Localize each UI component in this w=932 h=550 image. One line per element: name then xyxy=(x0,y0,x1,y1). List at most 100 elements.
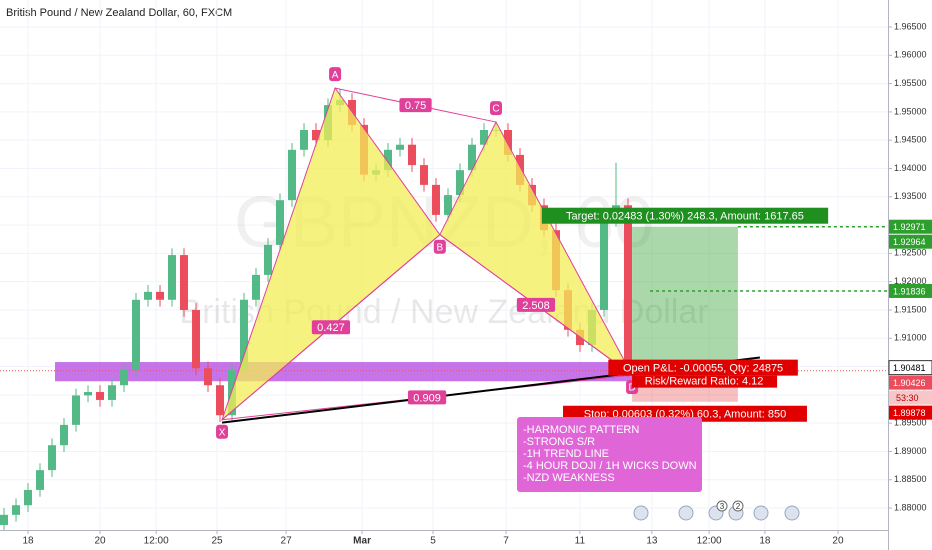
price-badge-label: 1.90426 xyxy=(893,378,926,388)
price-badge xyxy=(889,219,932,234)
point-box xyxy=(216,424,229,439)
y-tick-label: 1.88500 xyxy=(894,474,927,484)
candle-body xyxy=(168,255,177,300)
point-label: X xyxy=(219,427,226,438)
candle-body xyxy=(456,170,465,196)
event-badge-label: 3 xyxy=(720,502,725,511)
candle-body xyxy=(179,255,188,310)
profit-zone xyxy=(632,226,738,368)
point-box xyxy=(490,101,503,116)
y-tick-label: 1.88000 xyxy=(894,502,927,512)
price-badge-label: 1.89878 xyxy=(893,408,926,418)
candle-body xyxy=(431,184,440,215)
note-box xyxy=(517,417,702,492)
x-tick-label: 12:00 xyxy=(144,536,169,547)
candle-body xyxy=(599,219,608,310)
event-badge-label: 2 xyxy=(736,502,741,511)
ratio-box xyxy=(516,297,556,312)
x-tick-label: 20 xyxy=(832,536,844,547)
ratio-label: 0.427 xyxy=(317,322,345,334)
candle-body xyxy=(0,514,8,526)
ratio-box xyxy=(399,98,432,113)
candle-body xyxy=(96,392,105,400)
x-tick-label: 13 xyxy=(646,536,658,547)
y-tick-label: 1.92000 xyxy=(894,276,927,286)
point-box xyxy=(329,67,342,82)
x-tick-label: 27 xyxy=(281,536,293,547)
event-icon xyxy=(753,505,769,521)
candle-body xyxy=(192,309,201,369)
x-tick-label: 5 xyxy=(430,536,436,547)
price-badge-label: 1.90481 xyxy=(893,363,926,373)
ratio-label: 2.508 xyxy=(522,300,550,312)
ratio-box xyxy=(311,320,351,335)
candle-body xyxy=(132,299,141,370)
ratio-box xyxy=(407,390,447,405)
x-tick-label: 12:00 xyxy=(697,536,722,547)
point-label: C xyxy=(492,104,499,115)
price-badge-label: 1.92964 xyxy=(893,237,926,247)
y-tick-label: 1.94000 xyxy=(894,163,927,173)
position-label-box xyxy=(541,207,829,224)
event-badge xyxy=(716,500,728,512)
y-tick-label: 1.96000 xyxy=(894,50,927,60)
candle-body xyxy=(120,369,129,386)
y-tick-label: 1.95000 xyxy=(894,106,927,116)
candle-body xyxy=(624,205,633,371)
candle-body xyxy=(312,129,321,141)
y-tick-label: 1.89500 xyxy=(894,418,927,428)
ratio-label: 0.75 xyxy=(405,100,426,112)
price-badge xyxy=(889,375,932,390)
time-axis xyxy=(0,530,888,550)
candle-body xyxy=(444,195,453,215)
chart-title: British Pound / New Zealand Dollar, 60, … xyxy=(6,7,232,19)
event-icon xyxy=(633,505,649,521)
x-tick-label: Mar xyxy=(353,536,371,547)
position-label-box xyxy=(608,359,798,376)
note-line: -4 HOUR DOJI / 1H WICKS DOWN xyxy=(523,460,697,472)
x-tick-label: 20 xyxy=(94,536,106,547)
candle-body xyxy=(395,144,404,150)
support-zone xyxy=(55,362,635,382)
y-tick-label: 1.91000 xyxy=(894,333,927,343)
candle-body xyxy=(156,291,165,300)
point-box xyxy=(433,239,446,254)
price-badge xyxy=(889,283,932,298)
price-badge xyxy=(889,234,932,249)
countdown: 53:30 xyxy=(896,393,919,403)
y-tick-label: 1.94500 xyxy=(894,135,927,145)
candle-body xyxy=(12,505,21,515)
candle-body xyxy=(143,291,152,300)
candle-body xyxy=(240,299,249,370)
point-label: D xyxy=(628,383,635,394)
point-label: B xyxy=(437,242,444,253)
price-badge xyxy=(889,405,932,420)
x-tick-label: 18 xyxy=(22,536,34,547)
event-icon xyxy=(784,505,800,521)
y-tick-label: 1.89000 xyxy=(894,446,927,456)
y-tick-label: 1.93500 xyxy=(894,191,927,201)
event-badge xyxy=(732,500,744,512)
note-line: -1H TREND LINE xyxy=(523,448,609,460)
candle-body xyxy=(503,129,512,155)
x-tick-label: 25 xyxy=(211,536,223,547)
note-line: -HARMONIC PATTERN xyxy=(523,424,639,436)
candle-body xyxy=(300,129,309,150)
candle-body xyxy=(467,144,476,171)
position-label-box xyxy=(632,375,778,388)
candle-body xyxy=(215,385,224,416)
y-tick-label: 1.96500 xyxy=(894,21,927,31)
candle-body xyxy=(204,368,213,386)
countdown-box xyxy=(889,390,932,405)
note-line: -STRONG S/R xyxy=(523,436,595,448)
candle-body xyxy=(107,385,116,400)
candle-body xyxy=(24,489,33,506)
x-tick-label: 18 xyxy=(759,536,771,547)
candle-body xyxy=(276,200,285,245)
x-tick-label: 7 xyxy=(503,536,509,547)
y-tick-label: 1.92500 xyxy=(894,248,927,258)
x-tick-label: 11 xyxy=(575,536,586,547)
price-badge-label: 1.91836 xyxy=(893,286,926,296)
